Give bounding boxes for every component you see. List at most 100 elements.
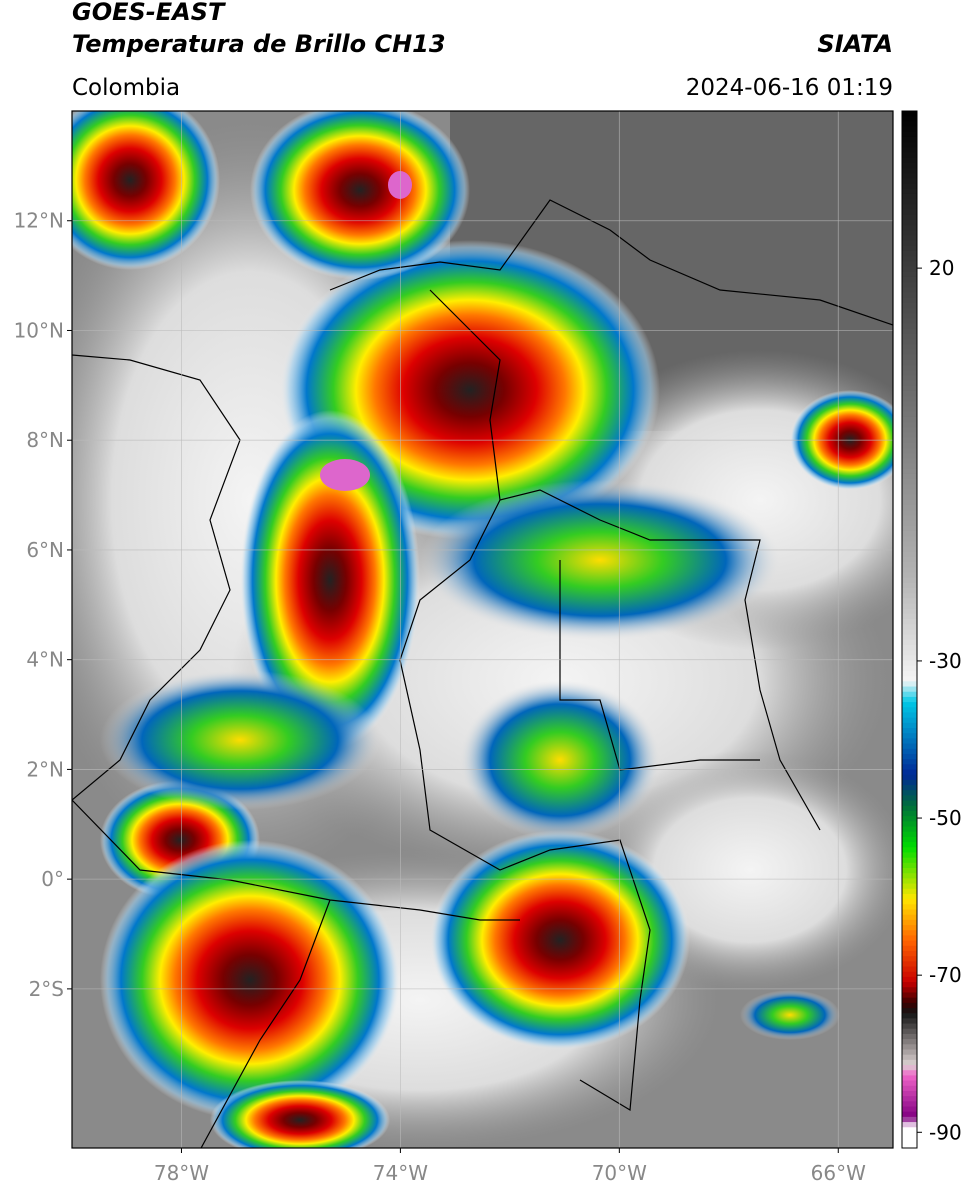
colorbar-cell [902, 1101, 917, 1108]
colorbar-cell [902, 696, 917, 703]
colorbar-cell [902, 214, 917, 221]
colorbar-cell [902, 639, 917, 646]
colorbar-cell [902, 448, 917, 454]
coastline [72, 354, 241, 801]
colorbar-cell [902, 753, 917, 760]
colorbar-cell [902, 370, 917, 377]
colorbar-cell [902, 800, 917, 807]
storm [430, 830, 690, 1050]
colorbar-tick-label: -90 [929, 1120, 962, 1144]
colorbar-cell [902, 142, 917, 148]
colorbar-cell [902, 660, 917, 667]
grid: 12°N 10°N 8°N 6°N 4°N 2°N 0° 2°S 78°W 74°W 70°W 66°… [14, 111, 893, 1185]
colorbar-cell [902, 1116, 917, 1123]
lat-tick-label: 12°N [14, 209, 64, 233]
colorbar-cell [902, 847, 917, 854]
colorbar: 20 -30 -50 -70 -90 [902, 111, 962, 1149]
convection [740, 990, 840, 1040]
colorbar-cell [902, 546, 917, 553]
colorbar-cell [902, 805, 917, 812]
colorbar-cell [902, 971, 917, 978]
colorbar-cell [902, 297, 917, 304]
colorbar-cell [902, 385, 917, 392]
colorbar-cell [902, 219, 917, 226]
colorbar-cell [902, 738, 917, 745]
colorbar-cell [902, 935, 917, 942]
colorbar-cell [902, 676, 917, 682]
colorbar-cell [902, 702, 917, 708]
colorbar-cell [902, 1002, 917, 1009]
colorbar-cell [902, 396, 917, 402]
colorbar-cell [902, 1080, 917, 1087]
colorbar-cell [902, 619, 917, 625]
colorbar-cell [902, 147, 917, 154]
colorbar-cell [902, 945, 917, 952]
colorbar-cell [902, 1033, 917, 1040]
colorbar-cell [902, 593, 917, 599]
colorbar-cell [902, 292, 917, 299]
colorbar-cell [902, 1085, 917, 1092]
lat-tick-label: 6°N [26, 538, 64, 562]
colorbar-cell [902, 577, 917, 584]
colorbar-cell [902, 111, 917, 117]
storm [72, 111, 220, 270]
colorbar-cell [902, 888, 917, 895]
title-line-1: GOES-EAST [72, 0, 226, 26]
colorbar-cell [902, 287, 917, 294]
colorbar-cell [902, 779, 917, 786]
colorbar-cell [902, 904, 917, 911]
colorbar-cell [902, 914, 917, 921]
colorbar-tick-label: -30 [929, 649, 962, 673]
colorbar-cell [902, 1044, 917, 1051]
colorbar-cell [902, 899, 917, 905]
colorbar-cell [902, 873, 917, 879]
colorbar-cell [902, 422, 917, 428]
coastline [329, 199, 893, 326]
colorbar-cell [902, 188, 917, 195]
colorbar-cell [902, 562, 917, 568]
colorbar-cell [902, 499, 917, 506]
colorbar-cell [902, 665, 917, 672]
lat-tick-label: 2°N [26, 757, 64, 781]
colorbar-frame [901, 110, 918, 1149]
colorbar-cell [902, 136, 917, 143]
colorbar-cell [902, 271, 917, 278]
satellite-image [72, 111, 893, 1148]
colorbar-cell [902, 567, 917, 574]
colorbar-cell [902, 230, 917, 237]
colorbar-cell [902, 157, 917, 164]
colorbar-cell [902, 390, 917, 397]
storm [210, 1080, 390, 1148]
colorbar-cell [902, 1142, 917, 1149]
cold-top [320, 459, 370, 491]
colorbar-cell [902, 831, 917, 838]
map-frame [71, 110, 894, 1149]
colorbar-cell [902, 1111, 917, 1118]
colorbar-cell [902, 733, 917, 739]
border [399, 499, 651, 1112]
colorbar-cell [902, 401, 917, 408]
colorbar-cell [902, 759, 917, 765]
colorbar-cell [902, 276, 917, 283]
colorbar-cell [902, 608, 917, 615]
colorbar-cell [902, 634, 917, 641]
lat-tick-label: 4°N [26, 648, 64, 672]
colorbar-cell [902, 333, 917, 340]
colorbar-cell [902, 613, 917, 620]
colorbar-cell [902, 717, 917, 724]
colorbar-cell [902, 728, 917, 734]
colorbar-cell [902, 982, 917, 988]
colorbar-cell [902, 235, 917, 242]
borders [72, 199, 893, 1148]
colorbar-cell [902, 790, 917, 797]
colorbar-cell [902, 1054, 917, 1061]
colorbar-cell [902, 712, 917, 719]
colorbar-cell [902, 987, 917, 994]
colorbar-cell [902, 645, 917, 651]
source: SIATA [817, 30, 893, 58]
colorbar-cell [902, 930, 917, 937]
colorbar-cell [902, 473, 917, 480]
border [559, 560, 760, 771]
storm [240, 410, 420, 750]
colorbar-cell [902, 1008, 917, 1014]
